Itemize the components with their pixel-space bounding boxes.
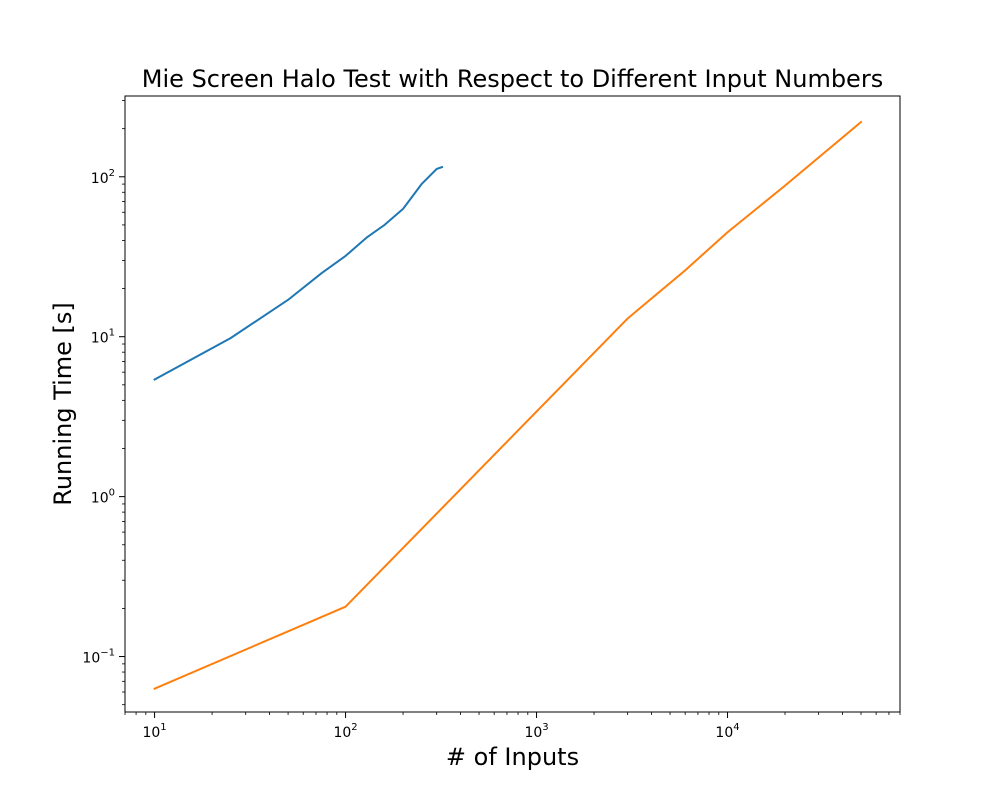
series-line-2 — [153, 120, 863, 690]
x-tick-label-base: 10 — [142, 725, 160, 741]
x-tick-label: 102 — [333, 722, 357, 741]
x-tick-label: 103 — [524, 722, 548, 741]
y-tick-label-exponent: −1 — [100, 648, 115, 659]
y-tick-label-exponent: 1 — [109, 328, 115, 339]
x-tick-label: 101 — [142, 722, 166, 741]
y-tick-label: 100 — [91, 488, 115, 507]
plot-frame — [124, 95, 901, 713]
y-tick-label-exponent: 0 — [109, 488, 115, 499]
y-tick-label-base: 10 — [82, 651, 100, 667]
y-tick-label-base: 10 — [91, 491, 109, 507]
y-tick-label-base: 10 — [91, 331, 109, 347]
y-tick-label-base: 10 — [91, 171, 109, 187]
x-tick-label-base: 10 — [333, 725, 351, 741]
y-tick-label-exponent: 2 — [109, 168, 115, 179]
y-tick-label: 102 — [91, 168, 115, 187]
x-tick-label-exponent: 3 — [542, 722, 548, 733]
y-axis-label: Running Time [s] — [49, 302, 77, 506]
x-axis-label: # of Inputs — [446, 743, 579, 771]
x-tick-label-base: 10 — [715, 725, 733, 741]
x-tick-label-exponent: 4 — [733, 722, 739, 733]
series-layer — [153, 120, 863, 690]
x-tick-label-exponent: 2 — [351, 722, 357, 733]
x-tick-label: 104 — [715, 722, 739, 741]
x-tick-label-exponent: 1 — [160, 722, 166, 733]
y-tick-label: 10−1 — [82, 648, 115, 667]
x-tick-label-base: 10 — [524, 725, 542, 741]
chart-title: Mie Screen Halo Test with Respect to Dif… — [142, 65, 883, 93]
series-line-1 — [153, 165, 444, 381]
y-tick-label: 101 — [91, 328, 115, 347]
